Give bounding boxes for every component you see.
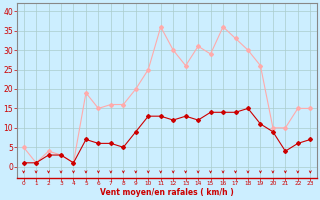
X-axis label: Vent moyen/en rafales ( km/h ): Vent moyen/en rafales ( km/h ) [100, 188, 234, 197]
